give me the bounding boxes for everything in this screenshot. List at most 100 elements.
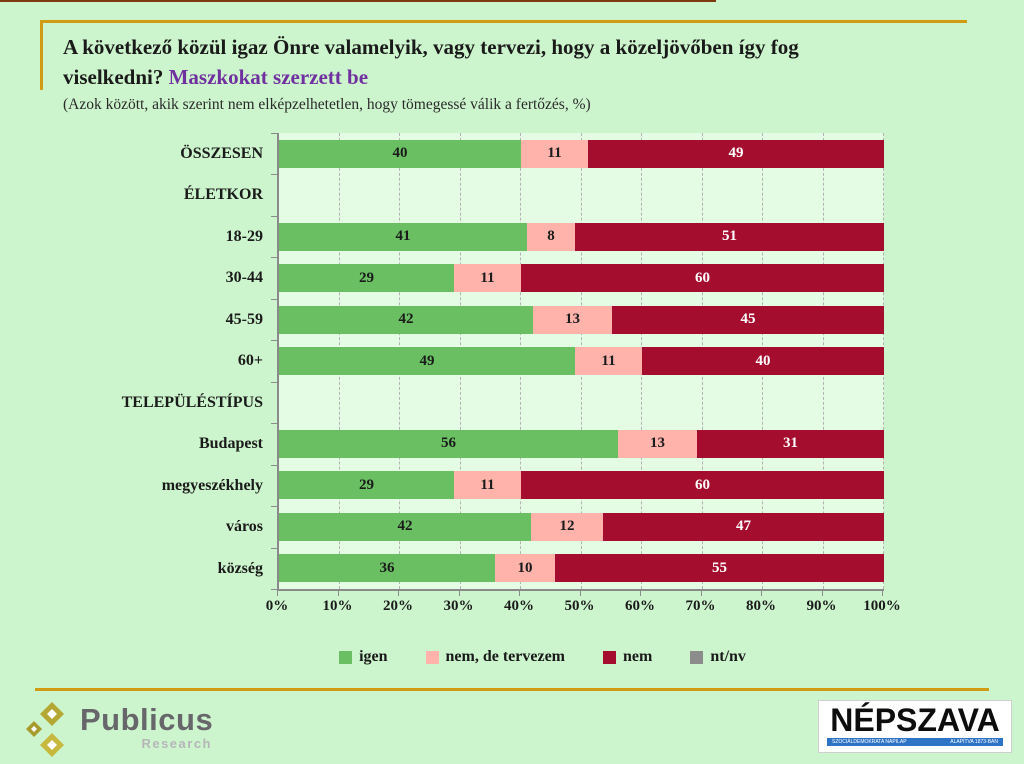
bar-segment-igen: 29 bbox=[279, 471, 454, 500]
footer-divider bbox=[35, 688, 989, 691]
bar-segment-nem: 47 bbox=[603, 512, 884, 541]
bar-segment-nem: 60 bbox=[521, 264, 884, 293]
bar-row-60+: 49 11 40 bbox=[279, 347, 884, 375]
title-line2: viselkedni? bbox=[63, 65, 169, 89]
legend-swatch-icon bbox=[339, 650, 353, 664]
x-axis-label: 40% bbox=[504, 598, 534, 614]
x-axis-tick bbox=[398, 591, 399, 596]
x-axis-label: 20% bbox=[383, 598, 413, 614]
bar-row-megyeszékhely: 29 11 60 bbox=[279, 471, 884, 500]
category-label: 60+ bbox=[237, 352, 263, 370]
legend-swatch-icon bbox=[690, 650, 704, 664]
nepszava-tagline-right: ALAPÍTVA 1873-BAN bbox=[950, 739, 998, 745]
bar-row-község: 36 10 55 bbox=[279, 554, 884, 583]
x-axis-label: 30% bbox=[443, 598, 474, 614]
x-axis-tick bbox=[700, 591, 702, 596]
y-axis-tick bbox=[271, 133, 277, 134]
category-label: község bbox=[217, 559, 263, 577]
category-label: 30-44 bbox=[225, 269, 263, 287]
publicus-research-label: Research bbox=[141, 736, 212, 751]
legend-label: igen bbox=[359, 648, 388, 665]
x-axis-tick bbox=[519, 591, 520, 596]
bar-segment-nem: 45 bbox=[612, 305, 884, 334]
bar-segment-nem: 55 bbox=[555, 554, 884, 583]
x-axis-label: 50% bbox=[564, 598, 595, 614]
legend-label: nem bbox=[623, 648, 653, 665]
publicus-diamonds-icon bbox=[26, 702, 64, 757]
legend-item-igen: igen bbox=[339, 648, 388, 666]
x-axis-tick bbox=[821, 591, 823, 596]
bar-segment-nem, de tervezem: 11 bbox=[575, 347, 642, 375]
x-axis-label: 0% bbox=[265, 598, 289, 614]
x-axis-label: 100% bbox=[863, 598, 901, 614]
group-header-label: TELEPÜLÉSTÍPUS bbox=[121, 393, 263, 411]
y-axis-tick bbox=[271, 257, 277, 259]
x-axis-label: 60% bbox=[625, 598, 655, 614]
bar-segment-nem: 31 bbox=[697, 429, 884, 458]
y-axis-tick bbox=[271, 174, 277, 176]
x-axis-tick bbox=[640, 591, 641, 596]
x-axis-tick bbox=[277, 591, 278, 596]
y-axis-tick bbox=[271, 589, 277, 590]
page-title: A következő közül igaz Önre valamelyik, … bbox=[63, 32, 943, 92]
publicus-wordmark: Publicus bbox=[80, 702, 214, 737]
legend-item-nt/nv: nt/nv bbox=[690, 648, 746, 666]
bar-row-45-59: 42 13 45 bbox=[279, 305, 884, 334]
bar-segment-nem: 49 bbox=[588, 139, 884, 168]
bar-segment-igen: 49 bbox=[279, 347, 575, 375]
bar-row-Budapest: 56 13 31 bbox=[279, 429, 884, 458]
bar-row-30-44: 29 11 60 bbox=[279, 264, 884, 293]
nepszava-wordmark: NÉPSZAVA bbox=[830, 702, 1000, 738]
bar-segment-igen: 42 bbox=[279, 512, 531, 541]
subtitle: (Azok között, akik szerint nem elképzelh… bbox=[63, 96, 591, 113]
y-axis-tick bbox=[271, 298, 277, 300]
nepszava-tagline-left: SZOCIÁLDEMOKRATA NAPILAP bbox=[832, 739, 907, 745]
bar-segment-nem: 40 bbox=[642, 347, 884, 375]
legend-swatch-icon bbox=[603, 650, 617, 664]
bar-segment-nem, de tervezem: 8 bbox=[527, 222, 575, 251]
legend: igen nem, de tervezem nem nt/nv bbox=[240, 646, 845, 668]
bar-segment-nem, de tervezem: 10 bbox=[495, 554, 555, 583]
nepszava-tagline-bar: SZOCIÁLDEMOKRATA NAPILAP ALAPÍTVA 1873-B… bbox=[827, 738, 1003, 746]
x-axis-tick bbox=[579, 591, 581, 596]
x-axis-tick bbox=[458, 591, 460, 596]
x-axis-label: 90% bbox=[806, 598, 837, 614]
accent-rule-top bbox=[40, 20, 967, 23]
x-axis-tick bbox=[882, 591, 883, 596]
bar-segment-nem, de tervezem: 11 bbox=[454, 471, 521, 500]
accent-rule-left bbox=[40, 20, 43, 90]
top-edge-line bbox=[0, 0, 716, 2]
bar-row-18-29: 41 8 51 bbox=[279, 222, 884, 251]
x-axis-tick bbox=[337, 591, 339, 596]
bar-segment-igen: 41 bbox=[279, 222, 527, 251]
bar-row-ÖSSZESEN: 40 11 49 bbox=[279, 139, 884, 168]
y-axis-tick bbox=[271, 547, 277, 549]
bar-segment-igen: 40 bbox=[279, 139, 521, 168]
y-axis-tick bbox=[271, 423, 277, 425]
y-axis-tick bbox=[271, 506, 277, 508]
y-axis-tick bbox=[271, 340, 277, 342]
category-label: 18-29 bbox=[225, 227, 263, 245]
legend-item-nem: nem bbox=[603, 648, 652, 666]
plot-area: 40 11 49 41 8 51 29 11 60 42 13 45 49 11 40 56 13 31 29 11 6… bbox=[277, 133, 884, 591]
bar-row-város: 42 12 47 bbox=[279, 512, 884, 541]
category-label: város bbox=[225, 518, 263, 536]
x-axis-label: 80% bbox=[746, 598, 776, 614]
x-axis-tick bbox=[761, 591, 762, 596]
bar-segment-nem, de tervezem: 12 bbox=[531, 512, 603, 541]
category-label: ÖSSZESEN bbox=[180, 145, 263, 162]
category-label: Budapest bbox=[198, 435, 263, 453]
group-header-label: ÉLETKOR bbox=[183, 186, 263, 204]
legend-label: nt/nv bbox=[710, 648, 746, 665]
bar-segment-igen: 36 bbox=[279, 554, 495, 583]
bar-segment-igen: 56 bbox=[279, 429, 618, 458]
bar-segment-nem, de tervezem: 11 bbox=[454, 264, 521, 293]
title-line1: A következő közül igaz Önre valamelyik, … bbox=[63, 35, 799, 59]
legend-swatch-icon bbox=[425, 650, 439, 664]
publicus-logo: Publicus Research bbox=[24, 700, 244, 758]
bar-segment-nem: 51 bbox=[575, 222, 884, 251]
bar-segment-nem, de tervezem: 13 bbox=[533, 305, 612, 334]
category-label: megyeszékhely bbox=[161, 476, 263, 494]
bar-segment-igen: 42 bbox=[279, 305, 533, 334]
